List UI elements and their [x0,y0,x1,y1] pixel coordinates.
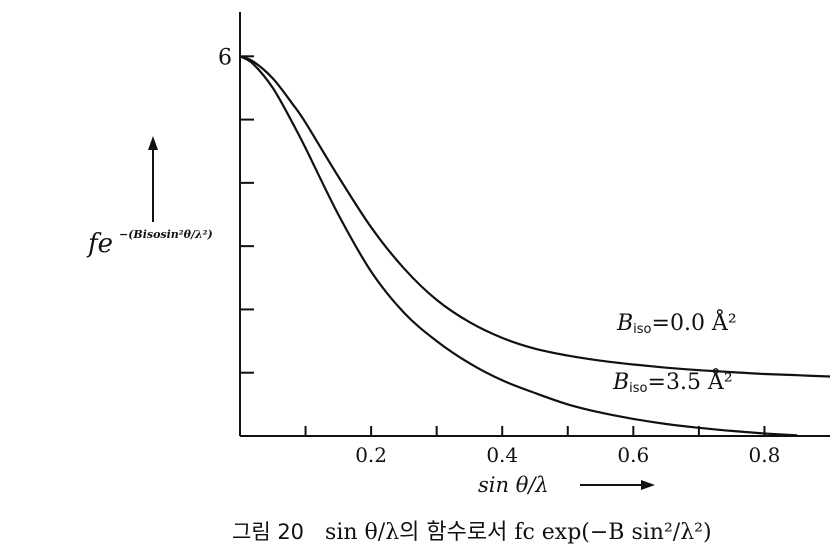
x-axis-label: sin θ/λ [478,473,549,497]
y-label-arrow-head [148,136,158,150]
series-label-1: Biso=3.5 Å² [612,367,733,396]
series-line-0 [239,55,831,378]
series-label-0: Biso=0.0 Å² [616,308,737,337]
x-tick-label-3: 0.8 [749,443,781,467]
figure-caption: 그림 20 sin θ/λ의 함수로서 fc exp(−B sin²/λ²) [232,514,712,546]
series-line-1 [239,55,798,437]
ticks: 0.2 0.4 0.6 0.8 6 [218,45,780,467]
series-lines [239,55,831,437]
axes [239,12,830,437]
x-label-arrow-head [641,480,655,490]
x-tick-label-2: 0.6 [617,443,649,467]
caption-text: sin θ/λ의 함수로서 fc exp(−B sin²/λ²) [325,520,712,545]
caption-label: 그림 20 [232,520,305,544]
y-axis-label: fe [86,229,113,259]
x-tick-label-0: 0.2 [355,443,387,467]
y-axis-label-exponent: −(Bisosin²θ/λ²) [119,228,213,241]
x-tick-label-1: 0.4 [486,443,518,467]
y-tick-label-0: 6 [218,45,232,70]
